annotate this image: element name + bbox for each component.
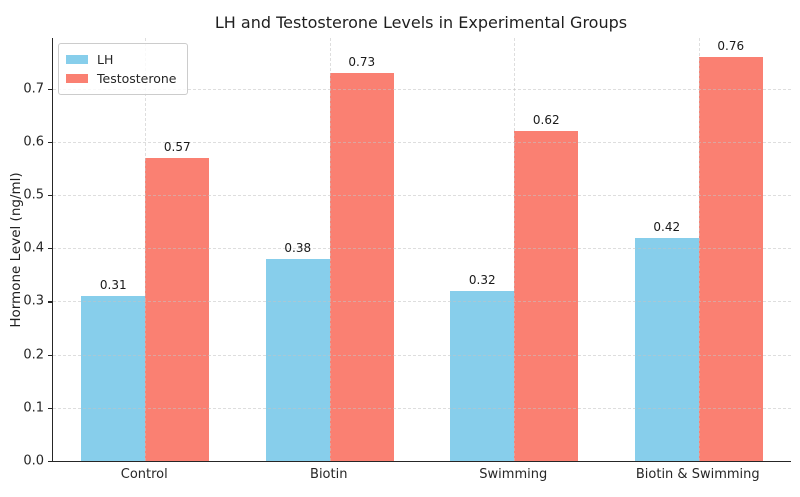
legend-item: LH [66,50,177,69]
bar-testosterone [698,56,763,461]
legend-swatch [66,74,88,83]
bar-value-label: 0.32 [468,272,496,287]
bar-testosterone [514,131,579,461]
y-tick-mark [48,301,52,303]
y-tick-label: 0.2 [23,347,44,363]
legend: LH Testosterone [58,43,188,95]
legend-label: LH [97,52,114,67]
bar-lh [634,237,699,461]
y-tick-label: 0.4 [23,240,44,256]
y-tick-mark [48,248,52,250]
bar-lh [450,290,515,461]
bar-value-label: 0.62 [532,113,560,128]
bar-value-label: 0.76 [717,38,745,53]
bar-value-label: 0.38 [284,240,312,255]
x-tick-label: Control [120,467,168,482]
plot-area: 0.31 0.57 0.38 0.73 0.32 0.62 0.42 0.76 [52,38,791,462]
y-tick-label: 0.7 [23,81,44,97]
y-tick-mark [48,194,52,197]
y-tick-mark [48,88,52,90]
y-tick-mark [48,461,52,463]
x-tick-label: Biotin [310,467,348,482]
y-tick-mark [48,407,52,410]
y-tick-mark [48,141,52,144]
legend-swatch [66,55,88,64]
y-tick-label: 0.0 [23,453,44,469]
bar-testosterone [329,72,394,461]
y-tick-mark [48,354,52,356]
bar-value-label: 0.42 [653,219,681,234]
y-tick-label: 0.3 [23,293,44,309]
chart-title: LH and Testosterone Levels in Experiment… [214,13,628,32]
bar-testosterone [145,157,210,461]
bar-value-label: 0.57 [163,139,191,154]
bar-lh [81,296,146,461]
legend-label: Testosterone [97,71,177,86]
bar-lh [265,258,330,461]
bar-value-label: 0.31 [99,278,127,293]
x-tick-label: Swimming [479,467,548,482]
y-tick-label: 0.1 [23,400,44,416]
legend-item: Testosterone [66,69,177,88]
x-tick-label: Biotin & Swimming [635,467,760,482]
bar-value-label: 0.73 [348,54,376,69]
y-tick-label: 0.5 [23,187,44,203]
y-tick-label: 0.6 [23,134,44,150]
